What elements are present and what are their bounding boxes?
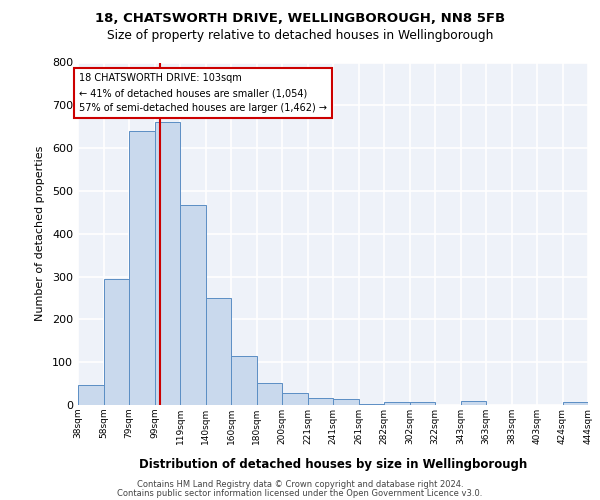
- Bar: [409, 402, 435, 405]
- Bar: [461, 401, 486, 405]
- Text: Contains public sector information licensed under the Open Government Licence v3: Contains public sector information licen…: [118, 488, 482, 498]
- Bar: [333, 399, 359, 405]
- Bar: [155, 122, 180, 405]
- Bar: [359, 404, 384, 405]
- Bar: [231, 356, 257, 405]
- Bar: [205, 298, 231, 405]
- Bar: [180, 204, 205, 405]
- Text: Contains HM Land Registry data © Crown copyright and database right 2024.: Contains HM Land Registry data © Crown c…: [137, 480, 463, 489]
- Bar: [563, 402, 588, 405]
- Bar: [129, 130, 155, 405]
- Bar: [257, 383, 282, 405]
- Bar: [282, 393, 308, 405]
- Bar: [384, 402, 409, 405]
- Bar: [78, 385, 104, 405]
- Text: Size of property relative to detached houses in Wellingborough: Size of property relative to detached ho…: [107, 29, 493, 42]
- Text: 18, CHATSWORTH DRIVE, WELLINGBOROUGH, NN8 5FB: 18, CHATSWORTH DRIVE, WELLINGBOROUGH, NN…: [95, 12, 505, 26]
- Bar: [104, 278, 129, 405]
- Y-axis label: Number of detached properties: Number of detached properties: [35, 146, 45, 322]
- Text: 18 CHATSWORTH DRIVE: 103sqm
← 41% of detached houses are smaller (1,054)
57% of : 18 CHATSWORTH DRIVE: 103sqm ← 41% of det…: [79, 73, 327, 113]
- X-axis label: Distribution of detached houses by size in Wellingborough: Distribution of detached houses by size …: [139, 458, 527, 471]
- Bar: [308, 398, 333, 405]
